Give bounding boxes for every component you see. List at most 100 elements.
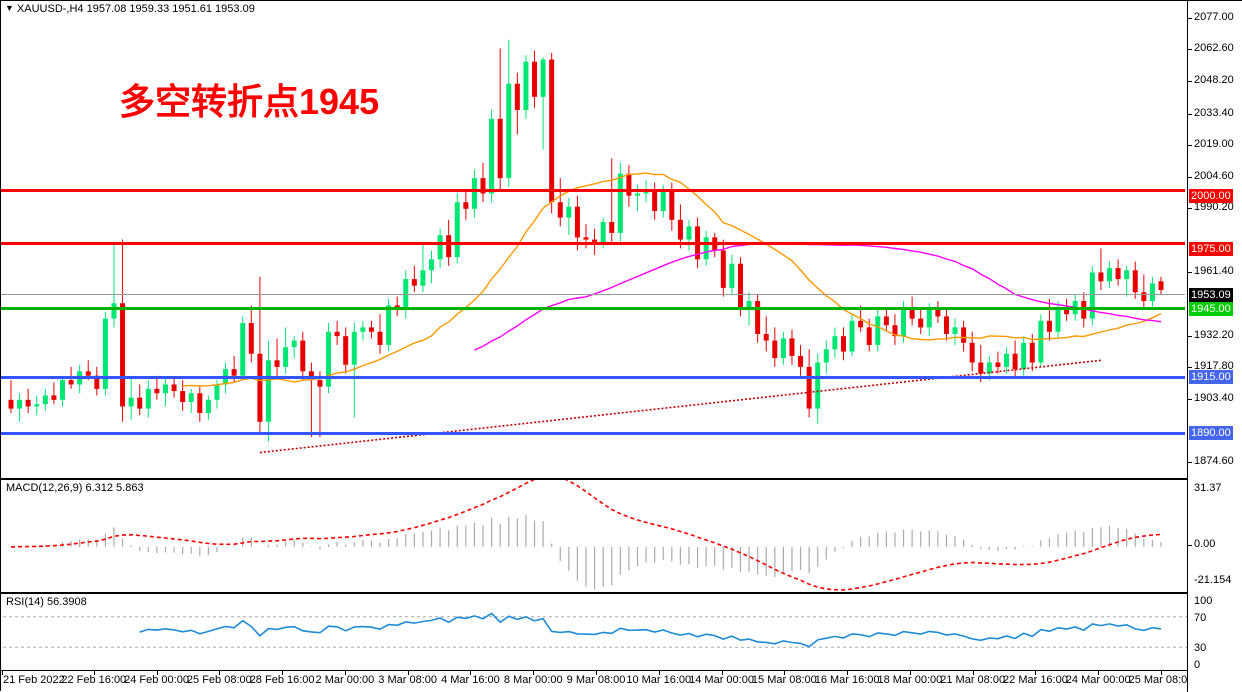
tick-mark [1188, 49, 1192, 51]
time-axis-tick [596, 671, 597, 675]
time-axis-label: 28 Feb 16:00 [249, 674, 315, 686]
time-axis-tick [533, 671, 535, 675]
tick-mark [1188, 208, 1192, 210]
time-axis-tick [2, 671, 3, 675]
price-tick: 1903.40 [1188, 392, 1242, 404]
price-tick-label: 2062.60 [1194, 42, 1234, 55]
time-axis-label: 14 Mar 00:00 [689, 674, 754, 686]
rsi-svg [3, 612, 1187, 648]
time-axis-label: 3 Mar 08:00 [378, 674, 438, 686]
price-tick-label: 1990.20 [1194, 201, 1234, 214]
price-tick: 1990.20 [1188, 201, 1242, 213]
tick-mark [1188, 367, 1192, 369]
rsi-tick-label: 100 [1194, 595, 1213, 607]
price-plot-area[interactable] [3, 2, 1187, 478]
price-tick-label: 1961.40 [1194, 264, 1234, 277]
time-axis-label: 22 Mar 16:00 [1003, 674, 1068, 686]
symbol-info-text: XAUUSD-,H4 1957.08 1959.33 1951.61 1953.… [16, 3, 255, 15]
price-tick: 2077.00 [1188, 11, 1242, 23]
time-axis-label: 25 Feb 08:00 [186, 674, 252, 686]
tick-mark [1188, 545, 1192, 546]
tick-mark [1188, 649, 1192, 650]
rsi-tick-label: 0 [1194, 659, 1201, 671]
rsi-plot-area[interactable] [3, 594, 1187, 670]
rsi-panel[interactable]: RSI(14) 56.3908 [1, 593, 1187, 671]
tick-mark [1188, 335, 1192, 337]
time-axis-label: 18 Mar 00:00 [877, 674, 943, 686]
time-axis-label: 15 Mar 08:00 [751, 674, 817, 686]
tick-mark [1188, 462, 1192, 464]
price-tick: 2033.40 [1188, 107, 1242, 119]
macd-label: MACD(12,26,9) 6.312 5.863 [6, 482, 144, 494]
price-level-badge-last-price[interactable]: 1953.09 [1189, 288, 1233, 302]
macd-tick-label: -21.154 [1194, 574, 1232, 586]
macd-panel[interactable]: MACD(12,26,9) 6.312 5.863 [1, 479, 1187, 593]
tick-mark [1188, 17, 1192, 19]
price-tick-label: 2048.20 [1194, 74, 1234, 87]
time-axis-label: 4 Mar 16:00 [441, 674, 500, 686]
level-line-last-price [1, 294, 1185, 295]
macd-tick-label: 0.00 [1194, 538, 1216, 550]
tick-mark [1188, 619, 1192, 620]
price-tick: 1932.20 [1188, 329, 1242, 341]
tick-mark [1188, 176, 1192, 178]
time-axis-tick [784, 671, 786, 675]
time-axis-tick [721, 671, 723, 675]
time-axis-label: 21 Feb 2022 [3, 674, 65, 686]
rsi-tick: 30 [1188, 642, 1242, 654]
level-line-support-1890 [1, 432, 1185, 435]
price-tick: 2019.00 [1188, 138, 1242, 150]
time-axis-tick [847, 671, 849, 675]
price-tick-label: 2019.00 [1194, 138, 1234, 151]
tick-mark [1188, 398, 1192, 400]
time-axis-label: 24 Mar 00:00 [1065, 674, 1131, 686]
price-tick-label: 1917.80 [1194, 360, 1234, 373]
time-axis[interactable]: 21 Feb 2022 22 Feb 16:00 24 Feb 00:00 25 Fe… [1, 671, 1193, 691]
price-chart-panel[interactable]: ▼ XAUUSD-,H4 1957.08 1959.33 1951.61 1953… [1, 1, 1187, 479]
price-tick: 2004.60 [1188, 170, 1242, 182]
level-line-pivot-1945 [1, 307, 1185, 310]
price-tick-label: 2033.40 [1194, 106, 1234, 119]
price-level-badge-pivot[interactable]: 1945.00 [1189, 302, 1233, 316]
price-level-badge-support[interactable]: 1890.00 [1189, 426, 1233, 440]
rsi-tick: 100 [1188, 595, 1242, 607]
time-axis-tick [1161, 671, 1162, 675]
macd-tick-label: 31.37 [1194, 482, 1222, 494]
time-axis-label: 8 Mar 00:00 [503, 674, 563, 686]
time-axis-tick [93, 671, 95, 675]
time-axis-label: 21 Mar 08:00 [940, 674, 1006, 686]
macd-tick: -21.154 [1188, 574, 1242, 586]
price-tick: 2062.60 [1188, 42, 1242, 54]
time-axis-tick [344, 671, 346, 675]
level-line-resistance-2000 [1, 189, 1185, 192]
rsi-tick-label: 70 [1194, 612, 1207, 624]
time-axis-tick [407, 671, 409, 675]
price-tick: 1874.60 [1188, 455, 1242, 467]
tick-mark [1188, 81, 1192, 83]
rsi-tick: 70 [1188, 612, 1242, 624]
rsi-label: RSI(14) 56.3908 [6, 596, 87, 608]
price-tick: 2048.20 [1188, 74, 1242, 86]
price-level-badge-resistance[interactable]: 2000.00 [1189, 189, 1233, 203]
price-tick-label: 1903.40 [1194, 391, 1234, 404]
rsi-tick: 0 [1188, 659, 1242, 671]
price-tick-label: 2004.60 [1194, 169, 1234, 182]
time-axis-label: 9 Mar 08:00 [566, 674, 626, 686]
collapse-icon[interactable]: ▼ [5, 3, 14, 13]
price-tick-label: 1874.60 [1194, 455, 1234, 468]
time-axis-label: 24 Feb 00:00 [124, 674, 189, 686]
tick-mark [1188, 271, 1192, 273]
level-line-resistance-1975 [1, 242, 1185, 245]
macd-plot-area[interactable] [3, 480, 1187, 592]
time-axis-label: 25 Mar 08:00 [1128, 674, 1194, 686]
time-axis-tick [219, 671, 221, 675]
level-line-support-1915 [1, 376, 1185, 379]
time-axis-tick [972, 671, 974, 675]
tick-mark [1188, 581, 1192, 582]
price-scale[interactable]: 2077.00 2062.60 2048.20 2033.40 2019.00 2004.… [1187, 1, 1242, 692]
macd-svg [10, 480, 1162, 591]
price-level-badge-resistance[interactable]: 1975.00 [1189, 242, 1233, 256]
time-axis-tick [1098, 671, 1100, 675]
price-level-badge-support[interactable]: 1915.00 [1189, 370, 1233, 384]
tick-mark [1188, 145, 1192, 147]
